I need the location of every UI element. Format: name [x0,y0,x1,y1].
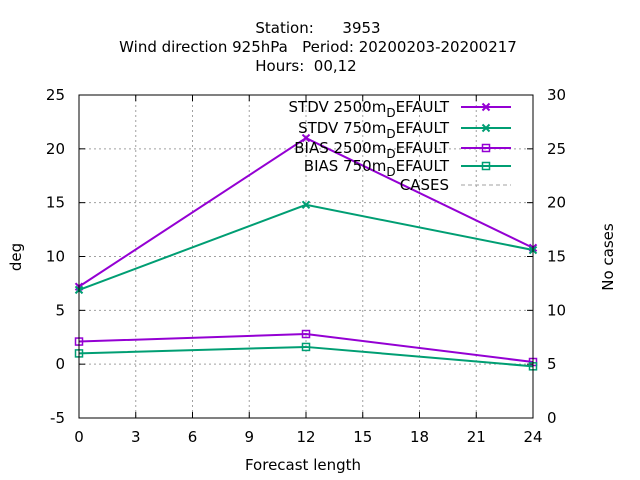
y2-tick-label: 0 [547,409,557,427]
y2-axis-label: No cases [599,223,617,291]
y-tick-label: -5 [50,409,65,427]
plot-frame [78,94,534,419]
legend-label: CASES [400,176,449,194]
y2-tick-label: 30 [547,86,566,104]
series-line [78,203,534,291]
y2-axis-ticks: 0 5 10 15 20 25 30 [527,86,566,427]
y-tick-label: 10 [46,248,65,266]
legend-entry: CASES [400,176,511,194]
legend-label-suffix: EFAULT [396,157,450,175]
x-axis-ticks: 0 3 6 9 12 15 18 21 24 [74,95,543,446]
legend-label: BIAS 2500mDEFAULT [294,139,450,161]
legend-label-suffix: EFAULT [396,139,450,157]
legend-label-subscript: D [386,127,395,141]
data-point [301,329,311,339]
y2-tick-label: 5 [547,355,557,373]
data-point [301,133,311,143]
grid [79,95,533,418]
series-line [78,345,534,368]
x-tick-label: 3 [131,428,141,446]
x-axis-label: Forecast length [245,456,361,474]
y-axis-label: deg [7,243,25,271]
x-tick-label: 6 [188,428,198,446]
y-tick-label: 25 [46,86,65,104]
legend-entry: BIAS 2500mDEFAULT [294,139,511,161]
legend-label: STDV 750mDEFAULT [298,119,450,141]
legend-label-suffix: EFAULT [396,98,450,116]
legend-entry: BIAS 750mDEFAULT [304,157,511,179]
y-tick-label: 20 [46,140,65,158]
x-tick-label: 9 [244,428,254,446]
x-tick-label: 18 [410,428,429,446]
legend-entry: STDV 2500mDEFAULT [289,98,511,120]
y2-tick-label: 25 [547,140,566,158]
series-line [78,333,534,364]
marker-stroke [481,123,491,133]
legend-marker [481,123,491,133]
legend-label-subscript: D [386,106,395,120]
y2-tick-label: 10 [547,301,566,319]
y2-tick-label: 15 [547,248,566,266]
legend-label: STDV 2500mDEFAULT [289,98,450,120]
x-tick-label: 12 [296,428,315,446]
marker-stroke [301,133,311,143]
legend-marker [481,102,491,112]
marker-stroke [481,102,491,112]
legend-label-subscript: D [386,147,395,161]
y-tick-label: 0 [55,355,65,373]
y-tick-label: 5 [55,301,65,319]
marker-stroke [301,200,311,210]
legend-marker [481,143,491,153]
series-stdv-2500m [74,133,538,291]
legend-entry: STDV 750mDEFAULT [298,119,511,141]
title-line-3: Hours: 00,12 [255,57,356,75]
legend-marker [481,161,491,171]
x-tick-label: 15 [353,428,372,446]
title-line-1: Station: 3953 [255,19,380,37]
legend-label-subscript: D [386,165,395,179]
legend-label-suffix: EFAULT [396,119,450,137]
legend-label: BIAS 750mDEFAULT [304,157,450,179]
data-point [301,342,311,352]
chart-title: Station: 3953 Wind direction 925hPa Peri… [119,19,517,75]
x-tick-label: 0 [74,428,84,446]
y2-tick-label: 20 [547,194,566,212]
title-line-2: Wind direction 925hPa Period: 20200203-2… [119,38,517,56]
data-point [301,200,311,210]
y-tick-label: 15 [46,194,65,212]
y-axis-ticks: -5 0 5 10 15 20 25 [46,86,85,427]
x-tick-label: 21 [467,428,486,446]
x-tick-label: 24 [523,428,542,446]
